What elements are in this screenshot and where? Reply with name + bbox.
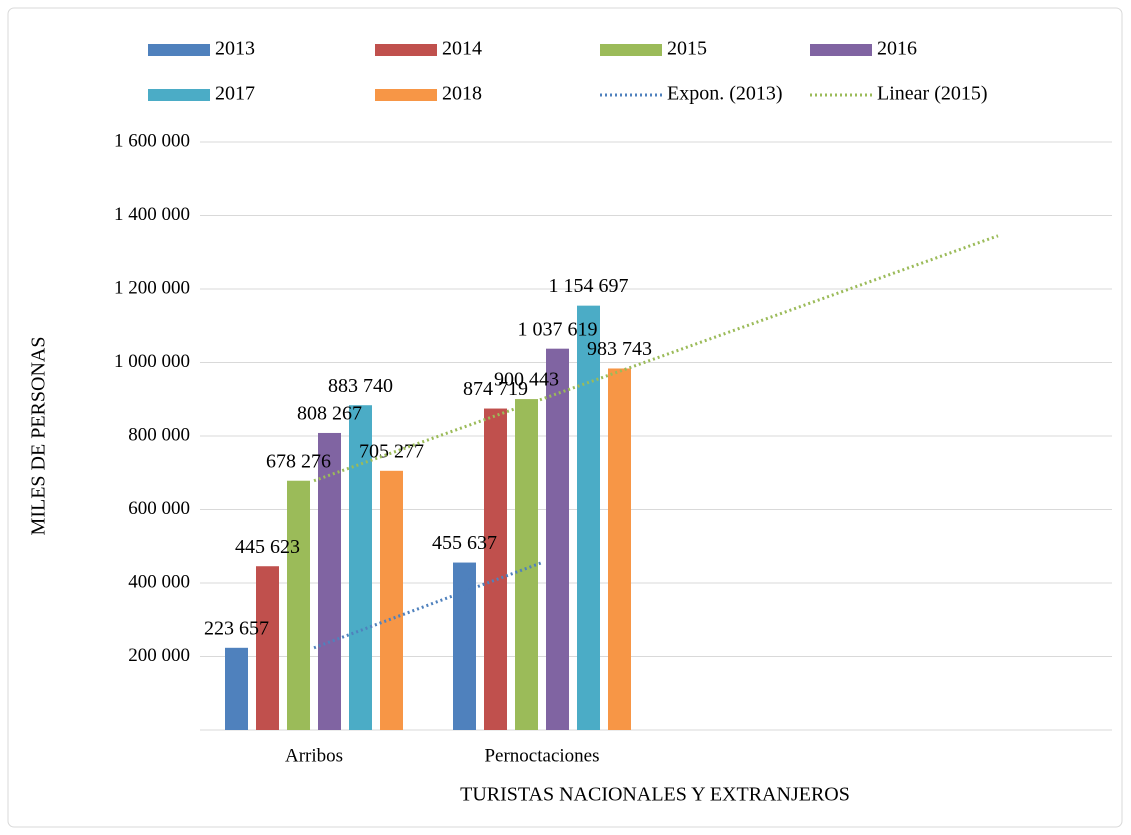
legend-label: 2018	[442, 83, 482, 105]
data-label: 1 154 697	[549, 275, 629, 297]
bar	[380, 470, 403, 730]
bar	[256, 566, 279, 730]
bar	[225, 647, 248, 730]
bar	[349, 405, 372, 730]
bar	[608, 368, 631, 730]
legend-swatch	[375, 89, 437, 101]
legend-label: Linear (2015)	[877, 83, 988, 105]
legend-swatch	[375, 44, 437, 56]
bar	[546, 348, 569, 730]
legend-swatch	[600, 44, 662, 56]
y-tick-label: 200 000	[128, 645, 190, 666]
legend-label: 2015	[667, 38, 707, 60]
legend-swatch	[148, 89, 210, 101]
bar	[287, 480, 310, 730]
y-tick-label: 1 400 000	[114, 204, 190, 225]
legend-swatch	[810, 44, 872, 56]
data-label: 223 657	[204, 617, 269, 639]
data-label: 445 623	[235, 536, 300, 558]
legend-label: Expon. (2013)	[667, 83, 783, 105]
x-axis-title: TURISTAS NACIONALES Y EXTRANJEROS	[460, 784, 850, 806]
y-tick-label: 1 600 000	[114, 130, 190, 151]
y-tick-label: 800 000	[128, 424, 190, 445]
x-tick-label: Arribos	[285, 745, 343, 766]
data-label: 874 719	[463, 378, 528, 400]
data-label: 808 267	[297, 403, 362, 425]
data-label: 883 740	[328, 375, 393, 397]
bar	[484, 408, 507, 730]
legend-label: 2013	[215, 38, 255, 60]
data-label: 900 443	[494, 369, 559, 391]
bar	[515, 399, 538, 730]
legend-label: 2017	[215, 83, 255, 105]
y-tick-label: 1 200 000	[114, 277, 190, 298]
x-tick-label: Pernoctaciones	[484, 745, 599, 766]
y-tick-label: 1 000 000	[114, 351, 190, 372]
y-tick-label: 400 000	[128, 571, 190, 592]
bar	[318, 432, 341, 730]
legend-label: 2016	[877, 38, 917, 60]
trendline	[313, 561, 543, 650]
bar	[577, 305, 600, 730]
data-label: 983 743	[587, 338, 652, 360]
legend-swatch	[148, 44, 210, 56]
data-label: 678 276	[266, 450, 331, 472]
y-tick-label: 600 000	[128, 498, 190, 519]
trendline	[313, 234, 999, 483]
y-axis-title: MILES DE PERSONAS	[28, 337, 50, 536]
bar	[453, 562, 476, 730]
legend-label: 2014	[442, 38, 482, 60]
data-label: 455 637	[432, 532, 497, 554]
data-label: 1 037 619	[518, 318, 598, 340]
